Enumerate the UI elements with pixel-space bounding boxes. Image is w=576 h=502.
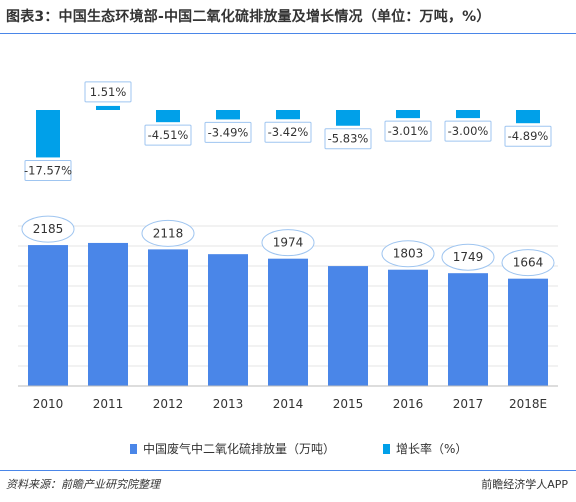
growth-label-box xyxy=(444,120,492,142)
emission-value-label: 1664 xyxy=(513,256,544,270)
x-tick-label: 2014 xyxy=(273,397,304,411)
growth-value-label: -3.42% xyxy=(268,125,309,139)
growth-bar xyxy=(396,110,420,119)
emission-label-bubble xyxy=(21,215,75,243)
legend-item-growth: 增长率（%） xyxy=(383,440,467,457)
emission-value-label: 2185 xyxy=(33,222,64,236)
emission-value-label: 2118 xyxy=(153,226,184,240)
growth-value-label: -5.83% xyxy=(328,132,369,146)
legend-label-emissions: 中国废气中二氧化硫排放量（万吨） xyxy=(143,442,336,456)
legend-swatch-emissions xyxy=(130,444,137,454)
growth-bar xyxy=(456,110,480,119)
growth-label-box xyxy=(204,121,252,143)
legend-label-growth: 增长率（%） xyxy=(396,442,468,456)
x-tick-label: 2015 xyxy=(333,397,364,411)
footer-divider xyxy=(0,470,576,471)
x-tick-label: 2011 xyxy=(93,397,124,411)
source-note: 资料来源：前瞻产业研究院整理 xyxy=(6,478,160,491)
growth-value-label: 1.51% xyxy=(90,85,127,99)
emission-label-bubble xyxy=(261,229,315,257)
emission-value-label: 1749 xyxy=(453,250,484,264)
emission-bar xyxy=(268,258,308,386)
x-tick-label: 2013 xyxy=(213,397,244,411)
growth-value-label: -3.01% xyxy=(388,124,429,138)
x-tick-label: 2018E xyxy=(509,397,547,411)
growth-bar xyxy=(276,110,300,120)
chart-plot: 2185 -17.57% 2010 1.51% 2011 2118 -4.51% 2012 -3… xyxy=(18,81,558,411)
growth-bar xyxy=(36,110,60,158)
chart-title: 图表3：中国生态环境部-中国二氧化硫排放量及增长情况（单位：万吨，%） xyxy=(6,9,491,25)
emission-bar xyxy=(508,278,548,386)
emission-label-bubble xyxy=(381,240,435,268)
growth-value-label: -3.49% xyxy=(208,125,249,139)
brand-mark: 前瞻经济学人APP xyxy=(481,478,568,491)
growth-value-label: -4.51% xyxy=(148,128,189,142)
emission-bar xyxy=(448,273,488,386)
growth-label-box xyxy=(84,81,132,103)
growth-label-box xyxy=(144,124,192,146)
emission-bar xyxy=(148,249,188,386)
emission-bar xyxy=(208,254,248,386)
emission-label-bubble xyxy=(441,243,495,271)
growth-bar xyxy=(216,110,240,120)
legend-item-emissions: 中国废气中二氧化硫排放量（万吨） xyxy=(130,440,335,457)
growth-value-label: -4.89% xyxy=(508,129,549,143)
emission-value-label: 1974 xyxy=(273,236,304,250)
title-divider xyxy=(0,33,576,34)
growth-label-box xyxy=(324,128,372,150)
emission-label-bubble xyxy=(501,249,555,277)
growth-bar xyxy=(516,110,540,124)
emission-bar xyxy=(88,242,128,386)
emission-bar xyxy=(28,245,68,386)
growth-value-label: -3.00% xyxy=(448,124,489,138)
growth-value-label: -17.57% xyxy=(24,163,72,177)
x-tick-label: 2012 xyxy=(153,397,184,411)
growth-label-box xyxy=(24,159,72,181)
x-tick-label: 2016 xyxy=(393,397,424,411)
emission-bar xyxy=(388,269,428,386)
legend-swatch-growth xyxy=(383,444,390,454)
growth-bar xyxy=(336,110,360,126)
x-tick-label: 2017 xyxy=(453,397,484,411)
x-tick-label: 2010 xyxy=(33,397,64,411)
growth-label-box xyxy=(264,121,312,143)
growth-bar xyxy=(96,105,120,110)
emission-bar xyxy=(328,266,368,386)
growth-bar xyxy=(156,110,180,123)
emission-label-bubble xyxy=(141,219,195,247)
growth-label-box xyxy=(504,125,552,147)
growth-label-box xyxy=(384,120,432,142)
emission-value-label: 1803 xyxy=(393,247,424,261)
